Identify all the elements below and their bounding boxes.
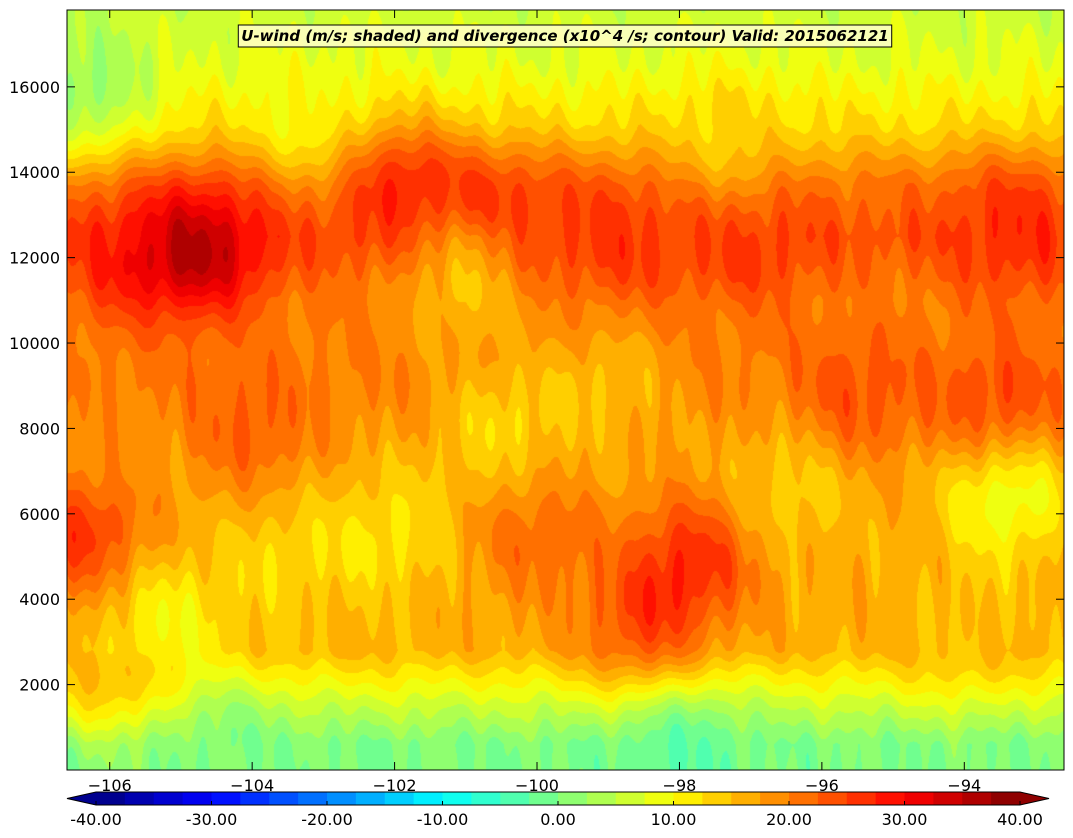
colorbar-swatch [991, 792, 1021, 805]
colorbar-swatch [933, 792, 963, 805]
plot-area [66, 9, 1065, 771]
colorbar-swatch [875, 792, 906, 805]
chart-title: U-wind (m/s; shaded) and divergence (x10… [241, 27, 888, 45]
chart-title-background [237, 24, 893, 48]
y-tick-label: 14000 [9, 163, 60, 182]
x-tick-label: −100 [515, 776, 559, 795]
colorbar-swatch [124, 792, 155, 805]
colorbar-swatch [817, 792, 848, 805]
y-axis: 2000 4000 6000 8000 10000 12000 14000 16000 [9, 78, 1064, 695]
colorbar-swatch [384, 792, 415, 805]
x-tick-label: −96 [805, 776, 839, 795]
colorbar-swatch [269, 792, 299, 805]
y-tick-label: 12000 [9, 249, 60, 268]
chart-title-box: U-wind (m/s; shaded) and divergence (x10… [237, 24, 893, 48]
colorbar-tick-label: -40.00 [70, 810, 122, 829]
x-tick-label: −104 [230, 776, 274, 795]
colorbar-swatch [760, 792, 790, 805]
colorbar-tick-label: 30.00 [882, 810, 928, 829]
y-tick-label: 16000 [9, 78, 60, 97]
colorbar-swatch [702, 792, 732, 805]
colorbar-swatch [153, 792, 184, 805]
colorbar-tick-label: -10.00 [417, 810, 469, 829]
colorbar-extend-low [67, 792, 96, 805]
colorbar-swatch [355, 792, 386, 805]
colorbar-swatch [327, 792, 357, 805]
plot-frame [66, 9, 1065, 771]
x-axis: −106 −104 −102 −100 −98 −96 −94 [88, 10, 981, 795]
colorbar-tick-label: 10.00 [651, 810, 697, 829]
colorbar-swatch [182, 792, 213, 805]
colorbar-swatch [96, 792, 126, 805]
colorbar-swatch [789, 792, 819, 805]
x-tick-label: −102 [373, 776, 417, 795]
colorbar-swatch [500, 792, 530, 805]
colorbar-swatch [211, 792, 241, 805]
colorbar-swatch [298, 792, 328, 805]
colorbar-tick-label: 20.00 [766, 810, 812, 829]
colorbar-tick-label: 0.00 [540, 810, 576, 829]
colorbar-extend-high [1020, 792, 1049, 805]
colorbar-swatch [644, 792, 675, 805]
colorbar-swatch [962, 792, 992, 805]
y-tick-label: 6000 [19, 505, 60, 524]
y-tick-label: 10000 [9, 334, 60, 353]
colorbar-tick-label: -30.00 [186, 810, 238, 829]
y-tick-label: 2000 [19, 676, 60, 695]
y-tick-label: 8000 [19, 419, 60, 438]
colorbar: -40.00 -30.00 -20.00 -10.00 0.00 10.00 20.00 30… [66, 791, 1050, 829]
colorbar-swatch [846, 792, 877, 805]
y-tick-label: 4000 [19, 590, 60, 609]
x-tick-label: −94 [947, 776, 981, 795]
x-tick-label: −106 [88, 776, 132, 795]
colorbar-swatch [615, 792, 646, 805]
colorbar-swatch [904, 792, 934, 805]
colorbar-swatch [471, 792, 501, 805]
colorbar-swatch [586, 792, 617, 805]
u-wind-shaded-field [67, 10, 1064, 770]
colorbar-swatch [673, 792, 703, 805]
colorbar-swatch [558, 792, 588, 805]
colorbar-swatch [413, 792, 444, 805]
colorbar-swatch [529, 792, 559, 805]
colorbar-swatch [731, 792, 761, 805]
x-tick-label: −98 [663, 776, 697, 795]
colorbar-swatch [240, 792, 270, 805]
colorbar-tick-label: 40.00 [997, 810, 1043, 829]
colorbar-tick-label: -20.00 [301, 810, 353, 829]
colorbar-swatch [442, 792, 472, 805]
